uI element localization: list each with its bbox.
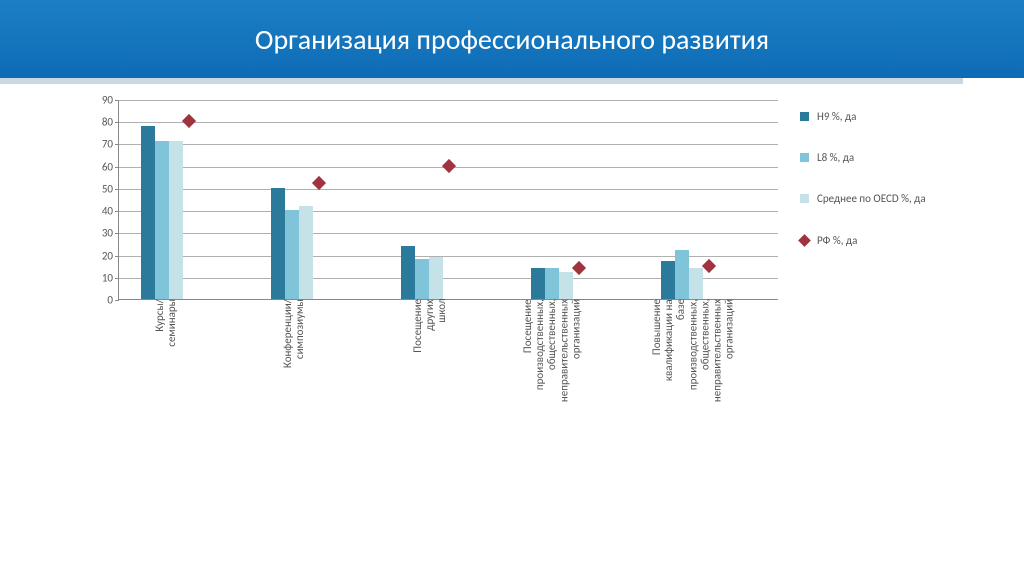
y-tick-label: 50 <box>102 182 113 195</box>
y-tick-label: 10 <box>102 271 113 284</box>
plot-area: 0102030405060708090Курсы/семинарыКонфере… <box>118 100 778 300</box>
x-category-label: Посещение производственных, общественных… <box>522 299 582 410</box>
bar-group <box>661 100 741 299</box>
legend-diamond-icon <box>798 234 811 247</box>
y-tickmark <box>115 189 119 190</box>
legend-swatch <box>800 194 809 203</box>
y-tickmark <box>115 211 119 212</box>
y-tick-label: 30 <box>102 227 113 240</box>
legend-swatch <box>800 112 809 121</box>
legend-label: L8 %, да <box>817 151 854 164</box>
legend-swatch <box>800 153 809 162</box>
x-category-label: Курсы/семинары <box>154 299 178 355</box>
y-tick-label: 60 <box>102 160 113 173</box>
y-tickmark <box>115 233 119 234</box>
y-tickmark <box>115 100 119 101</box>
bar <box>285 210 299 299</box>
x-category-label: Повышение квалификации на базе производс… <box>651 299 736 410</box>
y-tickmark <box>115 278 119 279</box>
legend-label: Среднее по OECD %, да <box>817 192 926 205</box>
bar <box>299 206 313 299</box>
diamond-marker <box>182 114 196 128</box>
y-tick-label: 0 <box>107 294 113 307</box>
legend-item: L8 %, да <box>800 151 940 164</box>
bar <box>155 141 169 299</box>
legend-label: РФ %, да <box>817 234 857 247</box>
legend: H9 %, да L8 %, да Среднее по OECD %, да РФ … <box>800 110 940 275</box>
y-tickmark <box>115 167 119 168</box>
legend-item: РФ %, да <box>800 234 940 247</box>
legend-item: H9 %, да <box>800 110 940 123</box>
bar <box>429 257 443 299</box>
legend-label: H9 %, да <box>817 110 856 123</box>
slide-header: Организация профессионального развития <box>0 0 1024 78</box>
bar <box>661 261 675 299</box>
diamond-marker <box>312 176 326 190</box>
bar-group <box>271 100 351 299</box>
bar <box>141 126 155 299</box>
y-tick-label: 90 <box>102 94 113 107</box>
y-tickmark <box>115 122 119 123</box>
diamond-marker <box>572 261 586 275</box>
y-tick-label: 80 <box>102 116 113 129</box>
x-category-label: Конференции/симпозиумы <box>282 299 306 376</box>
y-tickmark <box>115 144 119 145</box>
bar <box>675 250 689 299</box>
legend-item: Среднее по OECD %, да <box>800 192 940 205</box>
bar-group <box>531 100 611 299</box>
bar <box>545 268 559 299</box>
y-tick-label: 40 <box>102 205 113 218</box>
y-tickmark <box>115 300 119 301</box>
x-category-label: Посещение других школ <box>412 299 448 361</box>
y-tick-label: 70 <box>102 138 113 151</box>
y-tick-label: 20 <box>102 249 113 262</box>
bar-group <box>401 100 481 299</box>
bar <box>401 246 415 299</box>
y-tickmark <box>115 256 119 257</box>
diamond-marker <box>442 159 456 173</box>
bar <box>415 259 429 299</box>
bar-group <box>141 100 221 299</box>
bar <box>559 272 573 299</box>
bar <box>169 141 183 299</box>
slide-title: Организация профессионального развития <box>255 22 769 57</box>
bar <box>689 268 703 299</box>
diamond-marker <box>702 259 716 273</box>
bar <box>271 188 285 299</box>
bar <box>531 268 545 299</box>
chart-container: 0102030405060708090Курсы/семинарыКонфере… <box>80 100 950 550</box>
